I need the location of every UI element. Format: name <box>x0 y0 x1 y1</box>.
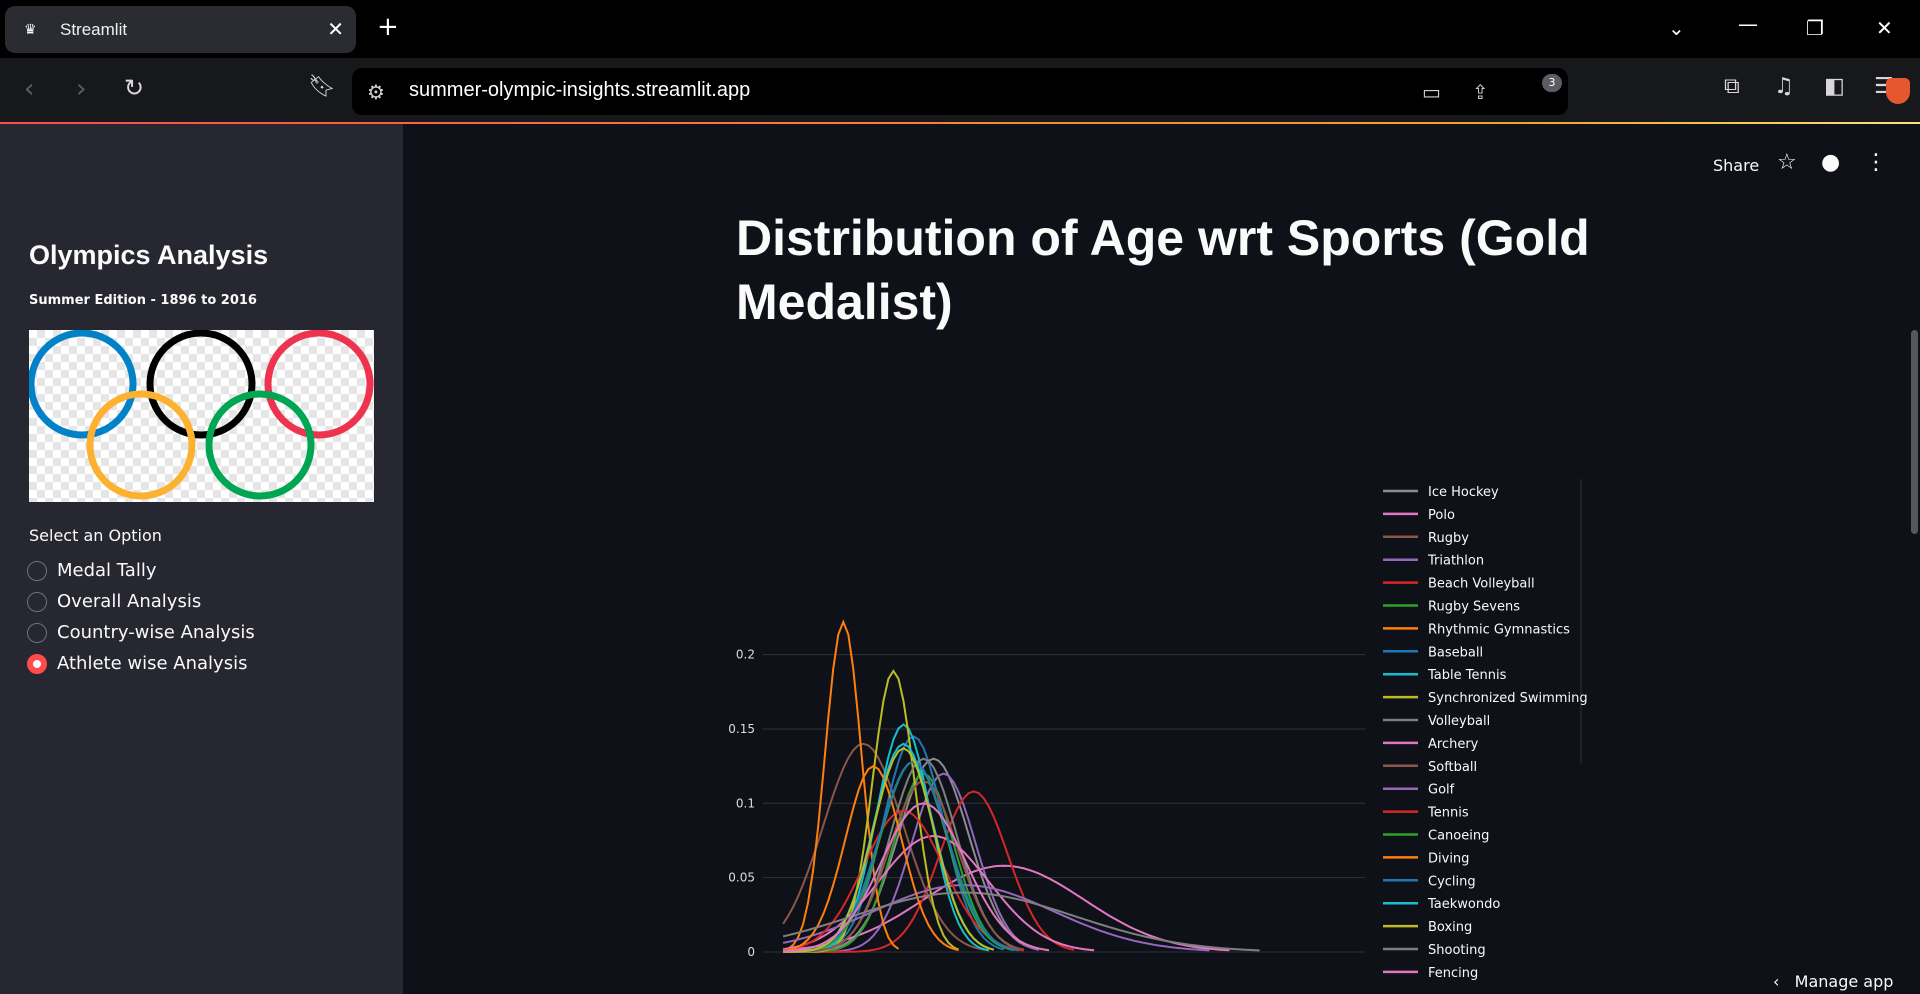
y-tick-label: 0.15 <box>728 722 755 736</box>
url-text[interactable]: summer-olympic-insights.streamlit.app <box>409 79 751 101</box>
restore-icon[interactable]: ❐ <box>1806 16 1824 40</box>
olympic-rings-logo <box>27 329 374 502</box>
chart-legend: Ice Hockey Polo Rugby Triathlon Beach Volley… <box>1383 479 1588 981</box>
legend-entry: Rugby Sevens <box>1428 600 1520 615</box>
series-line <box>782 884 1210 952</box>
browser-tab[interactable]: ♛ Streamlit ✕ <box>5 6 356 53</box>
legend-entry: Beach Volleyball <box>1428 577 1535 592</box>
series-line <box>783 802 1050 953</box>
legend-entry: Tennis <box>1427 806 1469 821</box>
radio-label[interactable]: Overall Analysis <box>57 591 202 612</box>
page-title: Distribution of Age wrt Sports (Gold Med… <box>736 210 1590 330</box>
legend-entry: Triathlon <box>1427 554 1484 569</box>
github-icon[interactable]: ● <box>1821 150 1841 175</box>
extensions-icon[interactable]: ⧉ <box>1724 74 1740 99</box>
series-line <box>783 747 995 953</box>
browser-tab-bar: ♛ Streamlit ✕ + ⌄ — ❐ ✕ <box>0 0 1920 58</box>
legend-entry: Rhythmic Gymnastics <box>1428 622 1570 637</box>
forward-icon[interactable]: › <box>76 74 87 104</box>
new-tab-icon[interactable]: + <box>377 12 399 42</box>
legend-entry: Shooting <box>1428 943 1486 958</box>
series-line <box>782 764 959 952</box>
window-close-icon[interactable]: ✕ <box>1876 16 1893 40</box>
series-line <box>782 891 1260 952</box>
legend-entry: Softball <box>1428 760 1477 775</box>
brave-shield-icon[interactable] <box>1886 78 1910 104</box>
streamlit-top-bar <box>0 122 1920 124</box>
share-page-icon[interactable]: ⇪ <box>1472 80 1489 104</box>
cast-icon[interactable]: ▭ <box>1422 80 1441 104</box>
legend-entry: Taekwondo <box>1427 897 1500 912</box>
scrollbar[interactable] <box>1911 330 1918 534</box>
legend-entry: Boxing <box>1428 920 1472 935</box>
more-options-icon[interactable]: ⋮ <box>1865 150 1887 175</box>
streamlit-crown-icon: ♛ <box>24 22 37 38</box>
legend-entry: Volleyball <box>1428 714 1490 729</box>
radio-circle-selected[interactable] <box>27 654 47 674</box>
sidebar: Olympics Analysis Summer Edition - 1896 … <box>0 124 403 994</box>
legend-entry: Canoeing <box>1428 829 1489 844</box>
media-icon[interactable]: ♫ <box>1774 74 1794 99</box>
address-bar[interactable]: ⚙ summer-olympic-insights.streamlit.app … <box>352 68 1910 115</box>
y-tick-label: 0.05 <box>728 871 755 885</box>
legend-entry: Polo <box>1428 508 1455 523</box>
site-settings-icon[interactable]: ⚙ <box>367 80 385 104</box>
chart-y-ticks: 0 0.05 0.1 0.15 0.2 <box>728 648 755 959</box>
series-line <box>782 619 900 952</box>
sidebar-subtitle: Summer Edition - 1896 to 2016 <box>29 293 257 308</box>
legend-entry: Cycling <box>1428 874 1476 889</box>
share-button[interactable]: Share <box>1713 156 1760 175</box>
tab-close-icon[interactable]: ✕ <box>327 17 344 41</box>
radio-circle[interactable] <box>27 561 47 581</box>
select-option-label: Select an Option <box>29 526 162 545</box>
radio-label[interactable]: Medal Tally <box>57 560 157 581</box>
tab-list-chevron-icon[interactable]: ⌄ <box>1668 16 1685 40</box>
y-tick-label: 0.1 <box>736 796 755 810</box>
radio-circle[interactable] <box>27 623 47 643</box>
y-tick-label: 0.2 <box>736 648 755 662</box>
manage-app-button[interactable]: ‹ Manage app <box>1773 972 1894 991</box>
legend-entry: Golf <box>1428 783 1455 798</box>
shield-count-badge: 3 <box>1542 74 1562 92</box>
legend-entry: Ice Hockey <box>1428 485 1499 500</box>
sidebar-toggle-icon[interactable]: ◧ <box>1824 74 1845 99</box>
legend-entry: Rugby <box>1428 531 1469 546</box>
manage-app-label[interactable]: Manage app <box>1794 972 1894 991</box>
legend-entry: Table Tennis <box>1427 668 1507 683</box>
legend-entry: Archery <box>1428 737 1479 752</box>
legend-entry: Baseball <box>1428 645 1483 660</box>
legend-entry: Diving <box>1428 851 1469 866</box>
minimize-icon[interactable]: — <box>1738 12 1758 36</box>
radio-circle[interactable] <box>27 592 47 612</box>
tab-title: Streamlit <box>60 20 128 39</box>
radio-label[interactable]: Country-wise Analysis <box>57 622 255 643</box>
sidebar-title: Olympics Analysis <box>29 240 269 270</box>
chart-series-lines <box>782 619 1260 953</box>
series-line <box>783 779 1025 953</box>
legend-entry: Fencing <box>1428 966 1478 981</box>
radio-label[interactable]: Athlete wise Analysis <box>57 653 248 674</box>
legend-entry: Synchronized Swimming <box>1428 691 1588 706</box>
y-tick-label: 0 <box>747 945 755 959</box>
main-content: Share ☆ ● ⋮ Distribution of Age wrt Spor… <box>403 124 1920 994</box>
age-distribution-chart: 0 0.05 0.1 0.15 0.2 Ice Hockey Polo Rugby Triat… <box>728 479 1588 981</box>
reload-icon[interactable]: ↻ <box>124 74 145 102</box>
back-icon[interactable]: ‹ <box>24 74 35 104</box>
star-icon[interactable]: ☆ <box>1777 150 1797 175</box>
bookmark-icon[interactable]: 🔖︎ <box>308 74 336 99</box>
